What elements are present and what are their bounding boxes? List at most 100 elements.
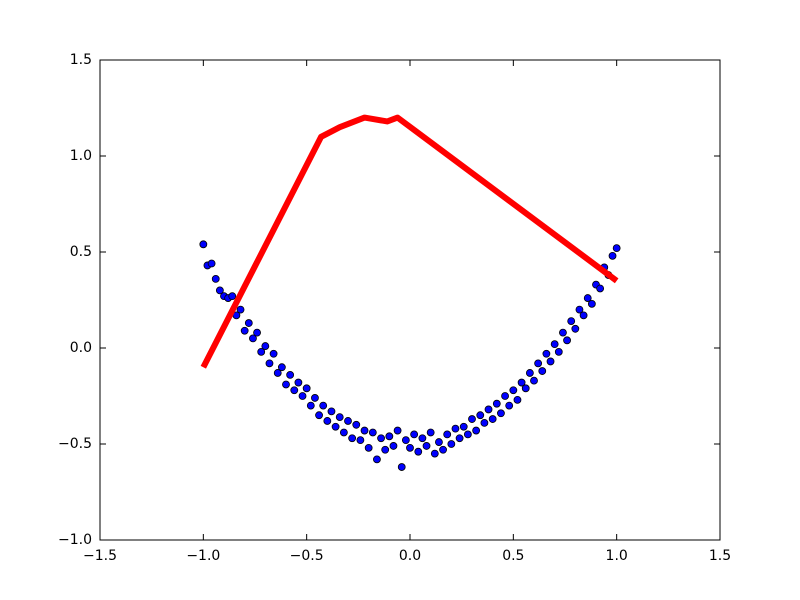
scatter-point xyxy=(352,420,361,429)
y-tick-label: 0.0 xyxy=(70,340,92,356)
scatter-point xyxy=(335,413,344,422)
scatter-point xyxy=(476,411,485,420)
scatter-point xyxy=(443,430,452,439)
scatter-point xyxy=(397,463,406,471)
scatter-point xyxy=(463,430,472,439)
scatter-point xyxy=(311,394,319,402)
scatter-point xyxy=(571,324,580,333)
scatter-point xyxy=(356,436,365,445)
scatter-point xyxy=(277,363,286,372)
scatter-point xyxy=(257,347,266,356)
scatter-point xyxy=(294,378,303,387)
scatter-point xyxy=(546,357,555,366)
scatter-point xyxy=(497,409,505,418)
scatter-point xyxy=(410,430,419,439)
scatter-point xyxy=(505,401,514,410)
scatter-point xyxy=(319,401,328,410)
scatter-point xyxy=(306,401,315,410)
scatter-point xyxy=(550,340,559,349)
scatter-point xyxy=(579,311,588,320)
scatter-point xyxy=(455,434,464,443)
scatter-point xyxy=(426,428,435,437)
scatter-point xyxy=(339,428,348,437)
plot-frame xyxy=(99,59,721,541)
scatter-point xyxy=(240,326,249,335)
scatter-point xyxy=(215,286,224,295)
scatter-point xyxy=(538,367,547,375)
scatter-point xyxy=(612,244,621,253)
scatter-point xyxy=(468,415,476,423)
scatter-point xyxy=(377,434,385,443)
scatter-point xyxy=(199,240,208,249)
y-tick-label: 1.0 xyxy=(70,148,92,164)
x-tick-label: 1.5 xyxy=(709,548,731,564)
x-tick-label: 0.0 xyxy=(399,548,421,564)
scatter-point xyxy=(364,443,373,452)
x-tick-label: 1.0 xyxy=(606,548,628,564)
scatter-point xyxy=(273,369,282,377)
scatter-point xyxy=(525,369,534,377)
scatter-point xyxy=(534,359,543,368)
y-tick-label: −1.0 xyxy=(58,532,92,548)
scatter-point xyxy=(323,417,332,425)
scatter-point xyxy=(608,251,617,260)
scatter-point xyxy=(459,422,468,431)
scatter-point xyxy=(381,445,390,454)
scatter-point xyxy=(348,434,357,443)
x-tick-label: −1.5 xyxy=(83,548,117,564)
scatter-point xyxy=(385,432,394,441)
scatter-point xyxy=(302,384,311,393)
scatter-point xyxy=(373,455,381,464)
scatter-point xyxy=(567,317,576,326)
scatter-point xyxy=(484,405,493,414)
scatter-point xyxy=(249,334,257,343)
scatter-point xyxy=(389,442,398,450)
scatter-point xyxy=(435,438,443,446)
scatter-point xyxy=(509,386,518,395)
scatter-point xyxy=(554,347,563,356)
scatter-point xyxy=(439,445,447,454)
scatter-point xyxy=(331,422,340,431)
scatter-point xyxy=(286,370,295,379)
scatter-point xyxy=(513,395,522,404)
scatter-point xyxy=(414,447,423,456)
scatter-point xyxy=(451,424,460,433)
scatter-point xyxy=(587,299,596,308)
scatter-point xyxy=(583,294,592,302)
scatter-point xyxy=(575,305,584,314)
x-tick-label: −0.5 xyxy=(290,548,324,564)
scatter-point xyxy=(211,274,220,283)
x-tick-label: −1.0 xyxy=(186,548,220,564)
line xyxy=(200,114,619,369)
y-tick-label: −0.5 xyxy=(58,436,92,452)
scatter-point xyxy=(480,418,489,427)
scatter-point xyxy=(422,442,431,450)
scatter-point xyxy=(360,426,369,435)
scatter-point xyxy=(236,305,245,314)
scatter-point xyxy=(542,349,551,358)
scatter-point xyxy=(344,417,352,425)
scatter-point xyxy=(406,443,414,452)
scatter-point xyxy=(228,292,237,301)
scatter-point xyxy=(269,349,278,358)
scatter-point xyxy=(418,434,427,443)
x-tick-label: 0.5 xyxy=(502,548,524,564)
scatter-point xyxy=(368,428,377,437)
scatter-point xyxy=(517,378,526,387)
scatter-point xyxy=(488,415,497,423)
scatter-point xyxy=(253,328,261,337)
scatter-point xyxy=(492,399,501,408)
scatter-point xyxy=(521,384,530,393)
scatter-point xyxy=(530,376,538,385)
scatter-point xyxy=(327,407,336,416)
scatter-point xyxy=(401,436,410,445)
scatter-point xyxy=(265,359,274,368)
y-tick-label: 0.5 xyxy=(70,244,92,260)
scatter-point xyxy=(298,392,307,400)
scatter-point xyxy=(563,336,571,345)
scatter-point xyxy=(282,380,290,389)
scatter-point xyxy=(447,440,456,448)
